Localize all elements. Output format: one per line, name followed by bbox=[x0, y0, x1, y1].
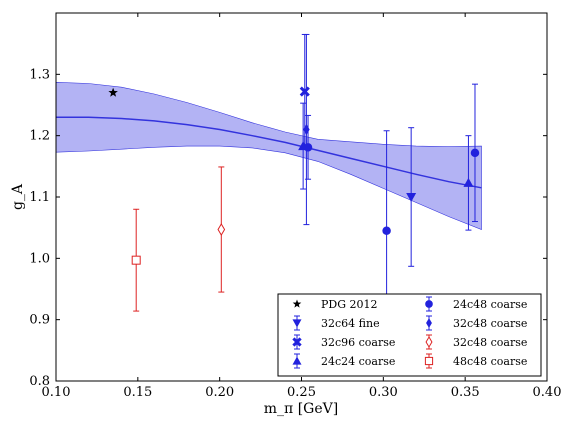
x-tick-label: 0.20 bbox=[205, 385, 234, 400]
axis-ticks-layer: 0.10 0.15 0.20 0.25 0.30 0.35 0.40 0.8 0.9 1.0 1.1… bbox=[29, 13, 561, 400]
data-point bbox=[108, 87, 118, 97]
legend-marker bbox=[425, 336, 433, 348]
fit-line-layer bbox=[56, 116, 482, 189]
y-tick-label: 1.1 bbox=[29, 190, 50, 205]
data-point bbox=[470, 148, 480, 158]
data-point bbox=[382, 226, 391, 235]
x-tick-label: 0.25 bbox=[287, 385, 316, 400]
data-point bbox=[303, 124, 310, 136]
x-axis-label: m_π [GeV] bbox=[264, 401, 338, 417]
legend-marker bbox=[426, 318, 432, 328]
fit-band-layer bbox=[55, 81, 482, 230]
data-point bbox=[131, 255, 141, 265]
x-tick-label: 0.10 bbox=[42, 385, 71, 400]
y-tick-label: 0.9 bbox=[29, 313, 50, 328]
legend-label: 24c48 coarse bbox=[453, 298, 527, 311]
x-tick-label: 0.15 bbox=[123, 385, 152, 400]
legend-marker bbox=[425, 300, 433, 308]
data-point bbox=[463, 177, 474, 187]
x-tick-label: 0.40 bbox=[533, 385, 562, 400]
data-points-layer bbox=[108, 33, 480, 332]
y-tick-label: 1.2 bbox=[29, 129, 50, 144]
fit-error-band bbox=[55, 81, 482, 230]
legend-marker bbox=[292, 299, 302, 308]
legend-label: 32c64 fine bbox=[321, 317, 380, 330]
legend-marker bbox=[292, 319, 302, 328]
legend-label: 48c48 coarse bbox=[453, 355, 527, 368]
legend-items: PDG 2012 32c64 fine 32c96 coarse 24c24 coar… bbox=[292, 296, 527, 369]
legend-marker bbox=[292, 337, 302, 347]
data-point bbox=[299, 86, 310, 97]
x-tick-label: 0.30 bbox=[369, 385, 398, 400]
y-tick-label: 1.0 bbox=[29, 251, 50, 266]
fit-line bbox=[56, 116, 482, 189]
data-point bbox=[303, 143, 313, 152]
legend-label: 32c96 coarse bbox=[321, 336, 395, 349]
legend: PDG 2012 32c64 fine 32c96 coarse 24c24 coar… bbox=[277, 293, 542, 377]
y-tick-label: 1.3 bbox=[29, 67, 50, 82]
legend-label: PDG 2012 bbox=[321, 298, 378, 311]
y-tick-label: 0.8 bbox=[29, 374, 50, 389]
y-axis-label: g_A bbox=[10, 183, 26, 210]
legend-marker bbox=[424, 356, 434, 366]
data-point bbox=[217, 223, 226, 236]
legend-marker bbox=[292, 356, 302, 365]
legend-frame bbox=[277, 293, 542, 377]
x-tick-label: 0.35 bbox=[451, 385, 480, 400]
legend-label: 24c24 coarse bbox=[321, 355, 395, 368]
data-point bbox=[406, 193, 417, 202]
legend-label: 32c48 coarse bbox=[453, 336, 527, 349]
legend-label: 32c48 coarse bbox=[453, 317, 527, 330]
